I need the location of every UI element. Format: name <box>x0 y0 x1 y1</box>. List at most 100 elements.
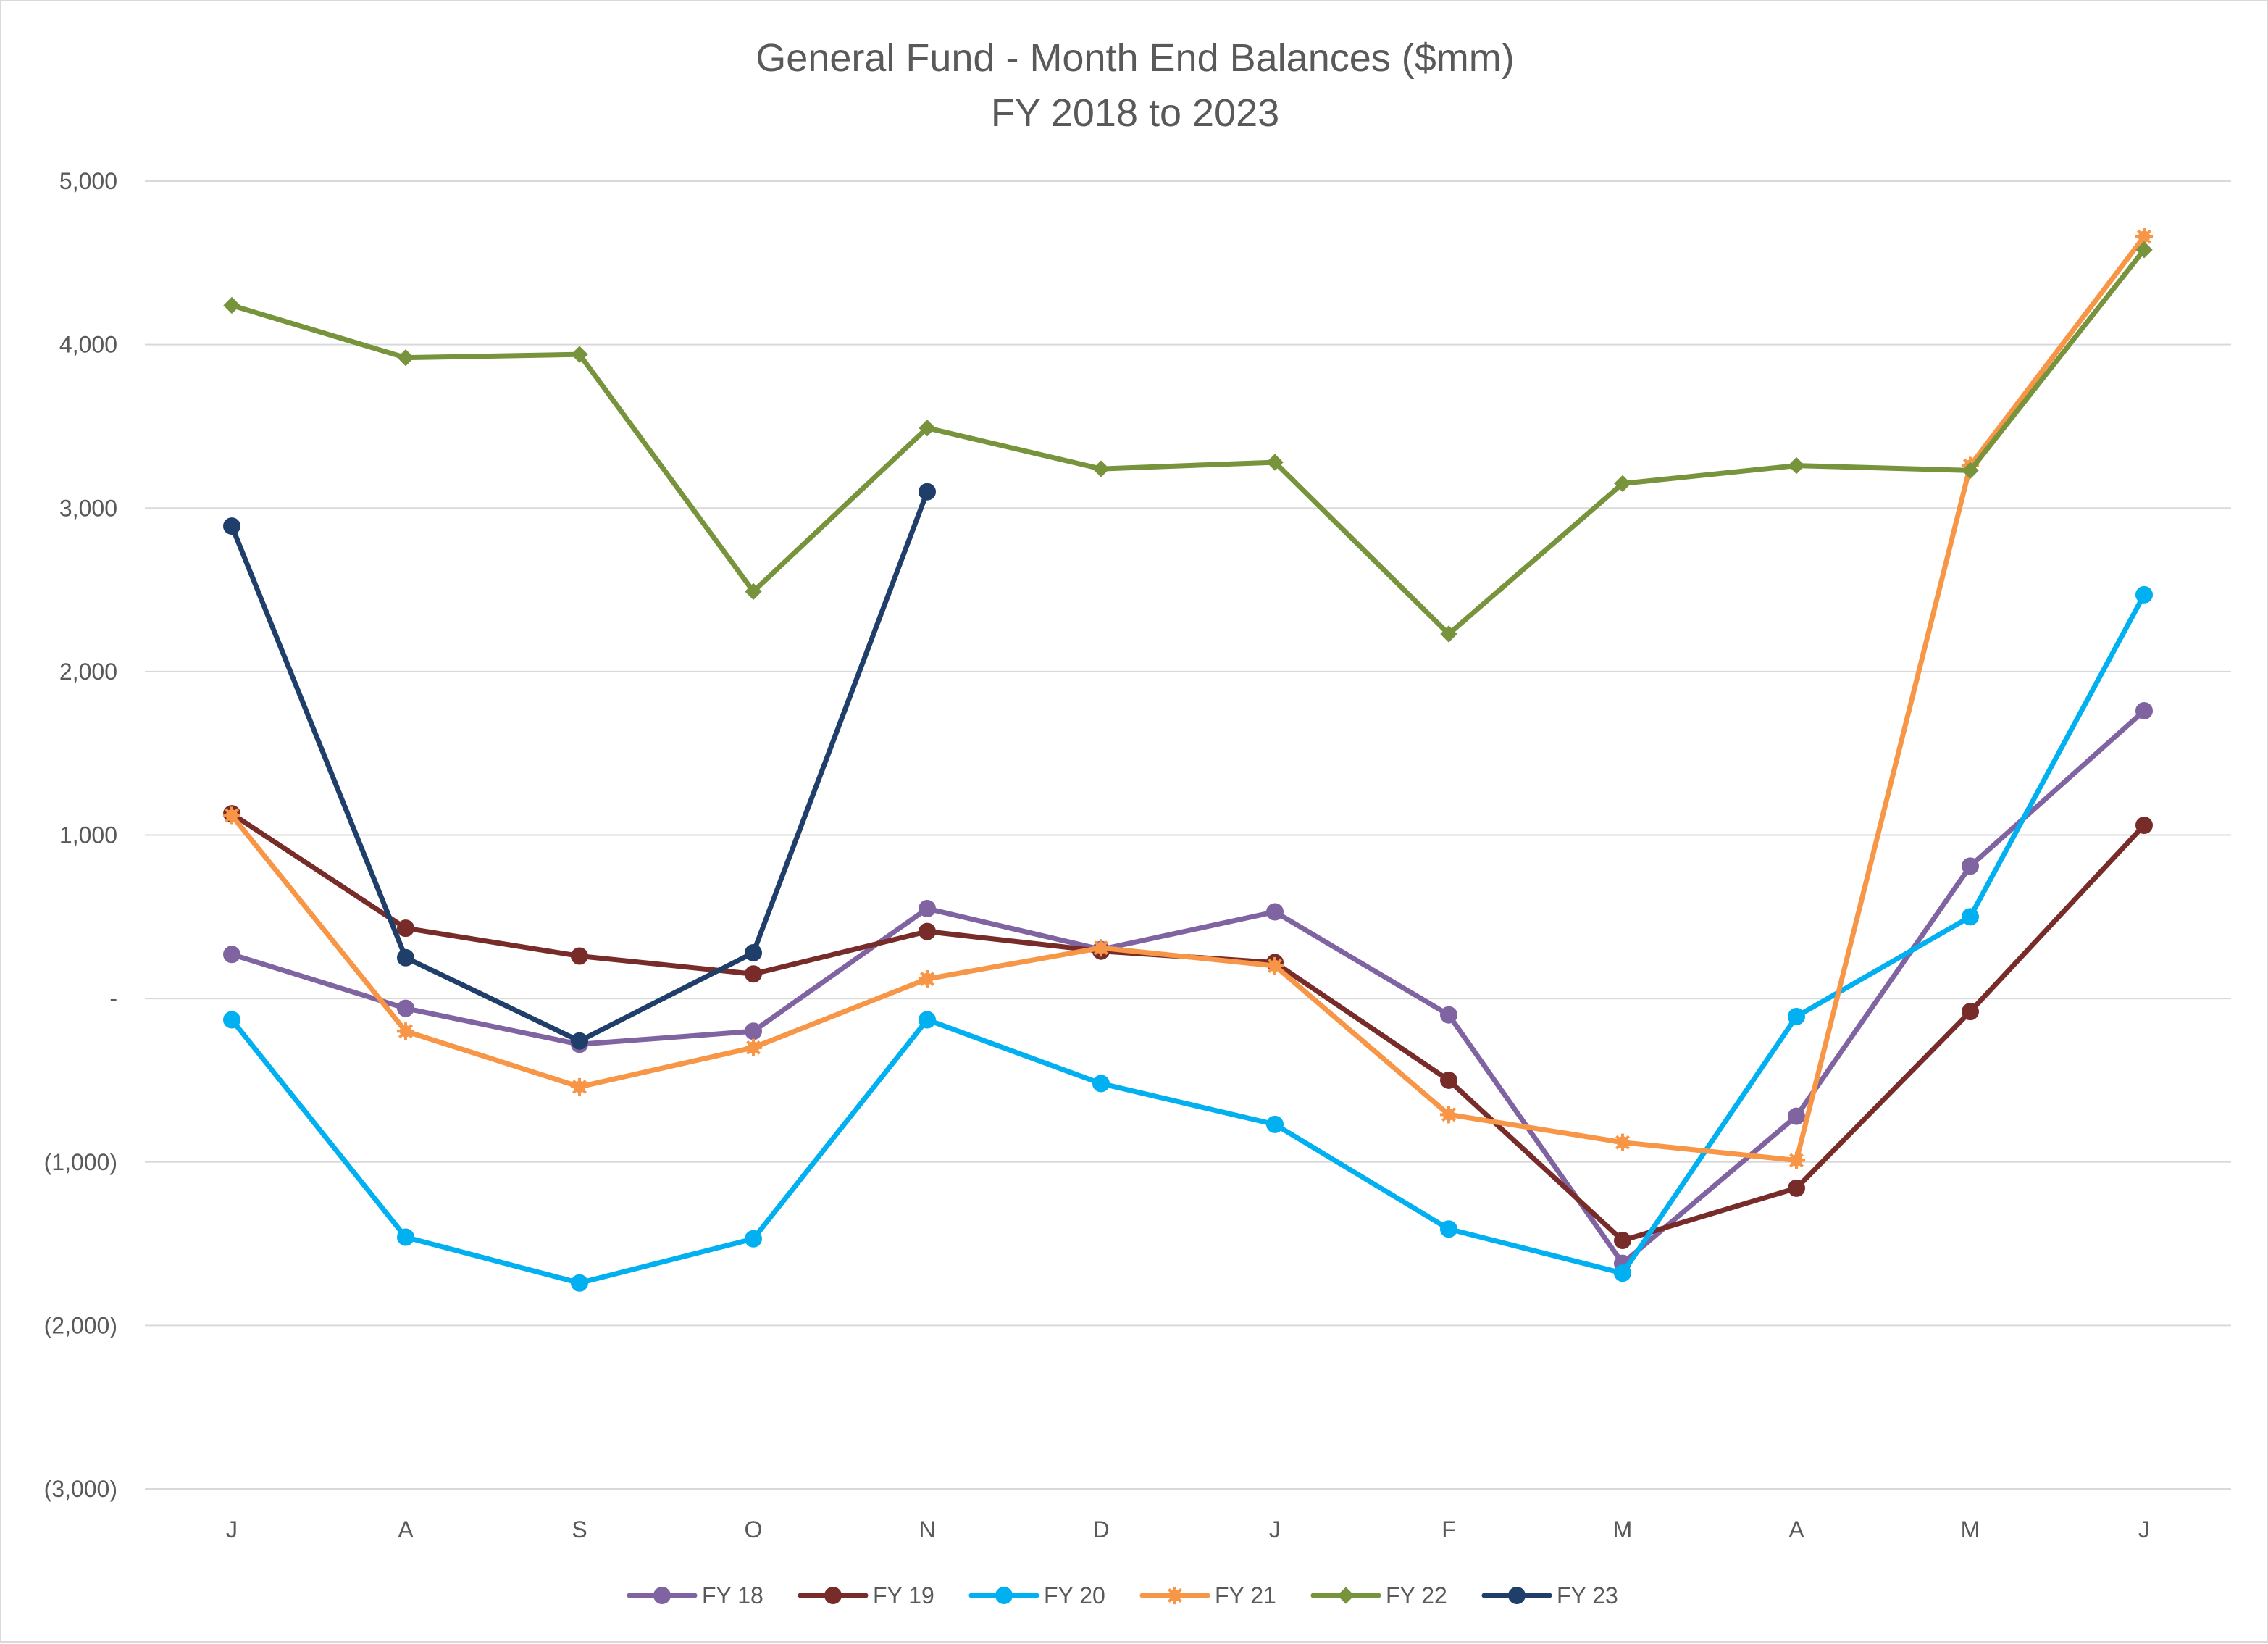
series-line-fy-21 <box>229 234 2147 1163</box>
data-point <box>1613 1133 1632 1151</box>
data-point <box>571 1274 588 1292</box>
y-tick-label: 4,000 <box>59 332 117 358</box>
data-point <box>745 943 762 961</box>
series-line-fy-22 <box>229 247 2147 637</box>
data-point <box>570 1077 589 1096</box>
data-point <box>745 965 762 983</box>
data-point <box>1266 1115 1284 1133</box>
y-tick-label: (3,000) <box>44 1476 117 1502</box>
x-tick-label: D <box>1092 1516 1109 1543</box>
data-point <box>2135 241 2153 259</box>
data-point <box>919 922 936 940</box>
data-point <box>919 1011 936 1029</box>
data-point <box>396 1022 415 1040</box>
data-point <box>223 946 240 964</box>
data-point <box>1962 908 1979 926</box>
legend-marker <box>1166 1586 1184 1605</box>
data-point <box>1614 1232 1631 1250</box>
x-tick-label: M <box>1613 1516 1633 1543</box>
legend-marker <box>1337 1587 1355 1604</box>
data-point <box>1440 1071 1457 1089</box>
y-tick-label: 5,000 <box>59 168 117 194</box>
legend-label: FY 19 <box>873 1582 934 1608</box>
data-point <box>2135 228 2154 246</box>
data-point <box>223 296 240 314</box>
data-point <box>1440 1006 1457 1024</box>
data-point <box>397 349 414 367</box>
x-tick-label: N <box>919 1516 935 1543</box>
data-point <box>919 483 936 501</box>
series-fy-22 <box>223 241 2153 643</box>
data-point <box>1787 1151 1806 1169</box>
data-point <box>571 346 588 363</box>
series-fy-18 <box>223 702 2153 1272</box>
legend-marker <box>995 1587 1013 1604</box>
data-point <box>1614 1264 1631 1282</box>
x-tick-label: J <box>1269 1516 1281 1543</box>
data-point <box>919 900 936 918</box>
data-point <box>2135 585 2153 604</box>
data-point <box>745 1022 762 1040</box>
legend-item: FY 19 <box>798 1582 934 1608</box>
data-point <box>744 1038 763 1056</box>
data-point <box>397 948 414 967</box>
data-point <box>397 919 414 938</box>
y-tick-label: - <box>109 985 117 1011</box>
legend: FY 18 FY 19 FY 20 FY 21 FY 22 FY 23 <box>627 1582 1618 1608</box>
y-tick-label: (1,000) <box>44 1149 117 1175</box>
x-tick-label: J <box>226 1516 238 1543</box>
data-point <box>1092 1075 1110 1093</box>
data-point <box>222 806 241 825</box>
data-point <box>1440 625 1457 643</box>
data-point <box>1092 460 1110 477</box>
legend-item: FY 18 <box>627 1582 763 1608</box>
data-point <box>1788 1179 1805 1197</box>
series-line-fy-20 <box>229 592 2147 1286</box>
data-point <box>1266 454 1284 471</box>
series-fy-23 <box>223 483 936 1050</box>
data-point <box>918 969 937 988</box>
data-point <box>1788 456 1805 475</box>
data-point <box>1439 1106 1458 1124</box>
legend-item: FY 21 <box>1139 1582 1276 1608</box>
data-point <box>1788 1107 1805 1125</box>
data-point <box>745 583 762 601</box>
legend-label: FY 22 <box>1386 1582 1447 1608</box>
series-group <box>222 228 2154 1292</box>
series-fy-20 <box>223 585 2153 1292</box>
data-point <box>223 1011 240 1029</box>
y-tick-label: 2,000 <box>59 659 117 685</box>
y-tick-label: 1,000 <box>59 822 117 848</box>
x-tick-label: M <box>1961 1516 1980 1543</box>
data-point <box>223 517 240 535</box>
x-tick-label: J <box>2138 1516 2150 1543</box>
data-point <box>1788 1007 1805 1025</box>
data-point <box>571 1032 588 1050</box>
data-point <box>1092 939 1110 957</box>
series-fy-21 <box>222 228 2154 1169</box>
legend-item: FY 23 <box>1481 1582 1618 1608</box>
legend-marker <box>824 1587 842 1604</box>
y-tick-label: (2,000) <box>44 1312 117 1338</box>
legend-marker <box>1508 1587 1526 1604</box>
data-point <box>1962 857 1979 875</box>
data-point <box>1440 1220 1457 1238</box>
x-tick-label: A <box>1788 1516 1804 1543</box>
legend-label: FY 18 <box>702 1582 763 1608</box>
data-point <box>571 947 588 965</box>
legend-item: FY 22 <box>1310 1582 1447 1608</box>
y-axis-ticks: 5,000 4,000 3,000 2,000 1,000 - (1,000) (2,000)… <box>44 168 117 1502</box>
series-fy-19 <box>223 805 2153 1250</box>
legend-label: FY 21 <box>1215 1582 1276 1608</box>
data-point <box>1962 462 1979 480</box>
chart-subtitle: FY 2018 to 2023 <box>991 91 1279 135</box>
data-point <box>1614 475 1631 493</box>
x-tick-label: F <box>1441 1516 1456 1543</box>
data-point <box>2135 702 2153 720</box>
x-tick-label: A <box>398 1516 414 1543</box>
data-point <box>1266 903 1284 921</box>
legend-label: FY 20 <box>1044 1582 1105 1608</box>
